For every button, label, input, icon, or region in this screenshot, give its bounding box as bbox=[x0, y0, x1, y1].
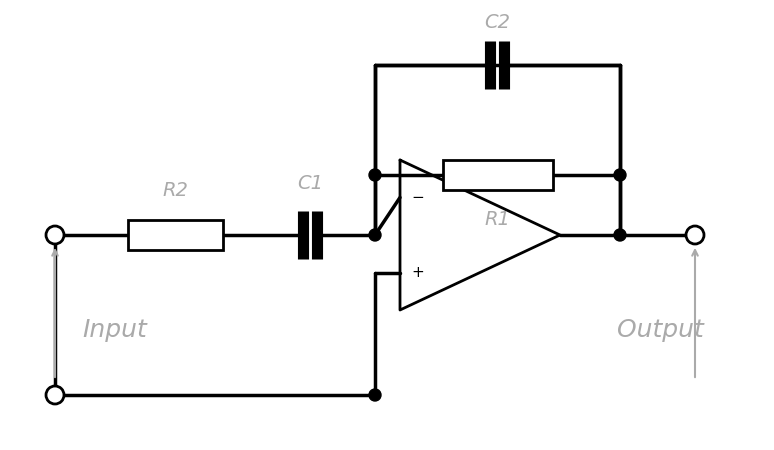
Text: Output: Output bbox=[617, 318, 704, 342]
Text: Input: Input bbox=[83, 318, 147, 342]
Text: R2: R2 bbox=[162, 181, 188, 200]
Circle shape bbox=[369, 389, 381, 401]
Circle shape bbox=[46, 386, 64, 404]
Circle shape bbox=[686, 226, 704, 244]
Circle shape bbox=[614, 229, 626, 241]
Circle shape bbox=[46, 226, 64, 244]
Text: −: − bbox=[412, 190, 424, 205]
Text: R1: R1 bbox=[484, 210, 510, 229]
Text: C2: C2 bbox=[484, 13, 510, 32]
FancyBboxPatch shape bbox=[443, 160, 553, 190]
Circle shape bbox=[369, 169, 381, 181]
Circle shape bbox=[614, 169, 626, 181]
FancyBboxPatch shape bbox=[128, 220, 222, 250]
Text: +: + bbox=[412, 265, 424, 280]
Text: C1: C1 bbox=[297, 174, 323, 193]
Circle shape bbox=[369, 229, 381, 241]
